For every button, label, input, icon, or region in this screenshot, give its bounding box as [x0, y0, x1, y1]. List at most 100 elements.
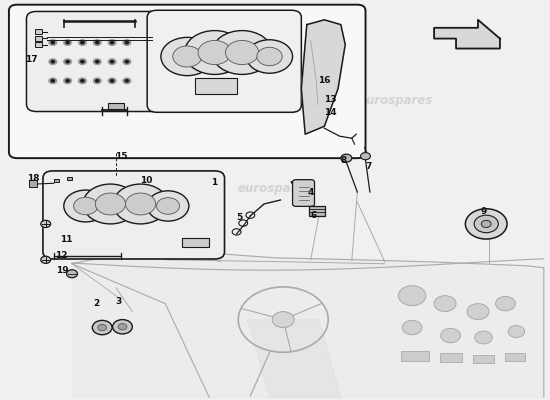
Polygon shape: [434, 20, 500, 48]
Circle shape: [125, 80, 129, 82]
Circle shape: [96, 41, 99, 44]
Circle shape: [79, 78, 86, 84]
Circle shape: [475, 331, 492, 344]
Bar: [54, 179, 59, 182]
Circle shape: [94, 59, 101, 64]
Circle shape: [125, 193, 156, 215]
Text: 19: 19: [56, 266, 68, 275]
Text: 11: 11: [60, 235, 73, 244]
FancyBboxPatch shape: [9, 5, 366, 158]
Circle shape: [123, 40, 131, 45]
Circle shape: [496, 296, 515, 311]
Circle shape: [64, 190, 108, 222]
Circle shape: [108, 59, 116, 64]
Bar: [401, 352, 428, 362]
Bar: [35, 42, 42, 47]
Text: 6: 6: [310, 212, 317, 220]
Circle shape: [111, 60, 114, 63]
Circle shape: [79, 59, 86, 64]
Circle shape: [96, 80, 99, 82]
Text: 17: 17: [25, 55, 37, 64]
Text: 18: 18: [28, 174, 40, 182]
Circle shape: [198, 40, 231, 64]
Text: 9: 9: [480, 208, 487, 216]
Circle shape: [481, 220, 491, 228]
Circle shape: [157, 198, 179, 214]
Circle shape: [434, 296, 456, 312]
Circle shape: [64, 59, 72, 64]
Circle shape: [111, 80, 114, 82]
Circle shape: [79, 40, 86, 45]
Text: 13: 13: [323, 95, 336, 104]
Circle shape: [474, 215, 498, 233]
Bar: [182, 238, 209, 247]
Circle shape: [49, 40, 57, 45]
Circle shape: [108, 78, 116, 84]
Circle shape: [272, 312, 294, 328]
Text: 12: 12: [55, 251, 67, 260]
Text: eurospares: eurospares: [359, 94, 433, 107]
Polygon shape: [248, 320, 341, 397]
Circle shape: [94, 40, 101, 45]
Text: eurospares: eurospares: [62, 182, 136, 194]
Bar: [472, 356, 494, 364]
Circle shape: [51, 41, 54, 44]
Circle shape: [51, 80, 54, 82]
Circle shape: [441, 328, 460, 343]
FancyBboxPatch shape: [147, 10, 301, 112]
Circle shape: [341, 154, 352, 162]
Circle shape: [147, 191, 189, 221]
Circle shape: [118, 324, 127, 330]
Circle shape: [123, 78, 131, 84]
Circle shape: [125, 60, 129, 63]
Circle shape: [95, 193, 125, 215]
Circle shape: [246, 40, 293, 73]
Circle shape: [226, 40, 258, 64]
Circle shape: [66, 80, 69, 82]
Text: 15: 15: [115, 152, 128, 161]
Circle shape: [74, 197, 98, 215]
Circle shape: [113, 320, 133, 334]
Text: 4: 4: [307, 188, 314, 196]
Circle shape: [125, 41, 129, 44]
Circle shape: [212, 30, 272, 74]
Bar: [505, 354, 525, 362]
Circle shape: [64, 40, 72, 45]
FancyBboxPatch shape: [293, 180, 315, 206]
Bar: [309, 206, 326, 216]
Circle shape: [41, 220, 51, 228]
Text: 8: 8: [340, 156, 346, 165]
Circle shape: [98, 324, 107, 331]
Circle shape: [66, 60, 69, 63]
Bar: [108, 103, 124, 109]
Circle shape: [467, 304, 489, 320]
Bar: [195, 78, 236, 94]
Text: 5: 5: [236, 214, 243, 222]
Circle shape: [41, 256, 51, 263]
Bar: [439, 354, 461, 362]
Text: 2: 2: [94, 299, 100, 308]
Circle shape: [111, 41, 114, 44]
Circle shape: [108, 40, 116, 45]
Text: 16: 16: [318, 76, 331, 85]
Bar: [29, 180, 37, 187]
Circle shape: [94, 78, 101, 84]
Circle shape: [161, 37, 213, 76]
Circle shape: [67, 270, 78, 278]
Circle shape: [402, 320, 422, 335]
Circle shape: [49, 59, 57, 64]
Text: 3: 3: [116, 297, 122, 306]
Circle shape: [398, 286, 426, 306]
Bar: [35, 36, 42, 40]
Polygon shape: [301, 20, 345, 134]
Circle shape: [123, 59, 131, 64]
Circle shape: [508, 326, 525, 338]
Circle shape: [83, 184, 138, 224]
Circle shape: [465, 209, 507, 239]
Circle shape: [66, 41, 69, 44]
Text: eurospares: eurospares: [238, 182, 312, 194]
Text: 14: 14: [323, 108, 336, 117]
FancyBboxPatch shape: [43, 171, 224, 259]
Text: 1: 1: [212, 178, 218, 186]
Circle shape: [51, 60, 54, 63]
